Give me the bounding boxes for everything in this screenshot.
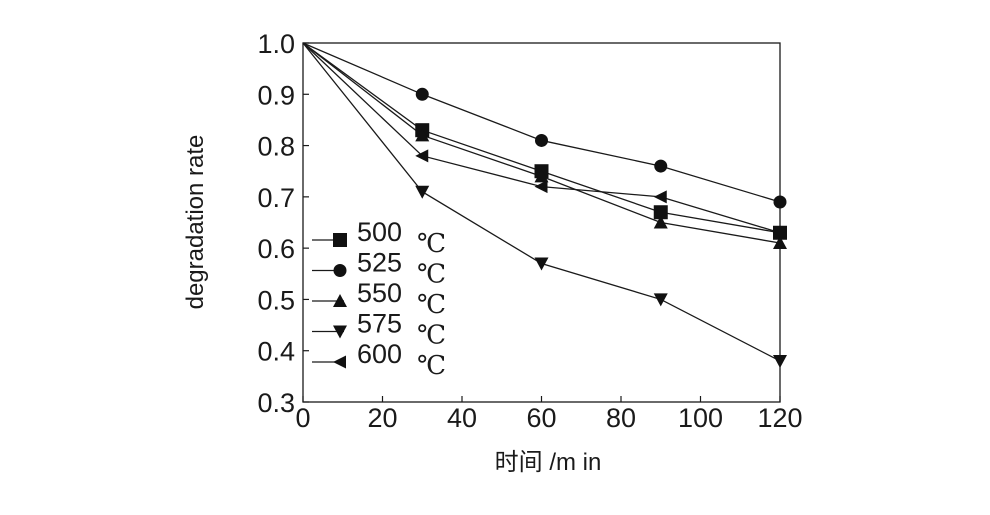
x-tick-label: 0 xyxy=(295,403,310,433)
legend-marker-550 xyxy=(333,294,347,307)
data-point-575 xyxy=(653,293,668,307)
legend-marker-500 xyxy=(333,233,347,247)
data-point-550 xyxy=(653,215,668,229)
y-tick-label: 0.4 xyxy=(257,337,295,367)
data-point-525 xyxy=(535,133,548,147)
y-axis-ticks: 1.0 0.9 0.8 0.7 0.6 0.5 0.4 0.3 xyxy=(257,29,309,418)
legend-unit-575: ℃ xyxy=(417,321,446,351)
data-point-600 xyxy=(534,180,548,194)
y-tick-label: 0.6 xyxy=(257,234,295,264)
series-markers xyxy=(415,87,787,368)
legend-unit-600: ℃ xyxy=(417,351,446,381)
data-point-600 xyxy=(773,226,786,240)
data-point-500 xyxy=(653,205,668,220)
legend-label-550: 550 xyxy=(357,278,402,308)
data-point-525 xyxy=(415,87,429,101)
legend-label-575: 575 xyxy=(357,309,402,339)
data-point-550 xyxy=(534,169,549,183)
y-axis-title: degradation rate xyxy=(182,135,209,310)
x-tick-label: 80 xyxy=(606,403,636,433)
x-tick-label: 60 xyxy=(526,403,556,433)
x-tick-label: 100 xyxy=(678,403,723,433)
y-tick-label: 0.3 xyxy=(257,388,295,418)
data-point-525 xyxy=(773,195,787,209)
y-tick-label: 0.7 xyxy=(257,183,295,213)
legend-unit-500: ℃ xyxy=(417,229,446,259)
legend-marker-600 xyxy=(333,355,346,369)
data-point-600 xyxy=(415,149,429,163)
y-tick-label: 0.5 xyxy=(257,285,295,315)
data-point-550 xyxy=(415,128,430,142)
x-axis-title: 时间 /m in xyxy=(495,449,602,476)
x-tick-label: 120 xyxy=(757,403,802,433)
data-point-600 xyxy=(653,190,667,204)
data-point-550 xyxy=(773,236,787,250)
legend-marker-525 xyxy=(333,264,347,277)
y-tick-label: 0.8 xyxy=(257,132,295,162)
legend-marker-575 xyxy=(333,325,347,339)
legend: 500 ℃ 525 ℃ 550 ℃ 575 ℃ 600 ℃ xyxy=(312,217,446,381)
legend-unit-525: ℃ xyxy=(417,260,446,290)
data-point-525 xyxy=(654,159,668,173)
x-axis-ticks: 0 20 40 60 80 100 120 xyxy=(295,396,803,433)
data-point-575 xyxy=(534,257,549,271)
data-point-575 xyxy=(415,185,430,199)
y-tick-label: 1.0 xyxy=(257,29,295,59)
legend-label-500: 500 xyxy=(357,217,402,247)
legend-label-525: 525 xyxy=(357,248,402,278)
x-tick-label: 20 xyxy=(367,403,397,433)
y-tick-label: 0.9 xyxy=(257,80,295,110)
data-point-575 xyxy=(773,354,787,368)
legend-label-600: 600 xyxy=(357,339,402,369)
legend-unit-550: ℃ xyxy=(417,290,446,320)
x-tick-label: 40 xyxy=(447,403,477,433)
